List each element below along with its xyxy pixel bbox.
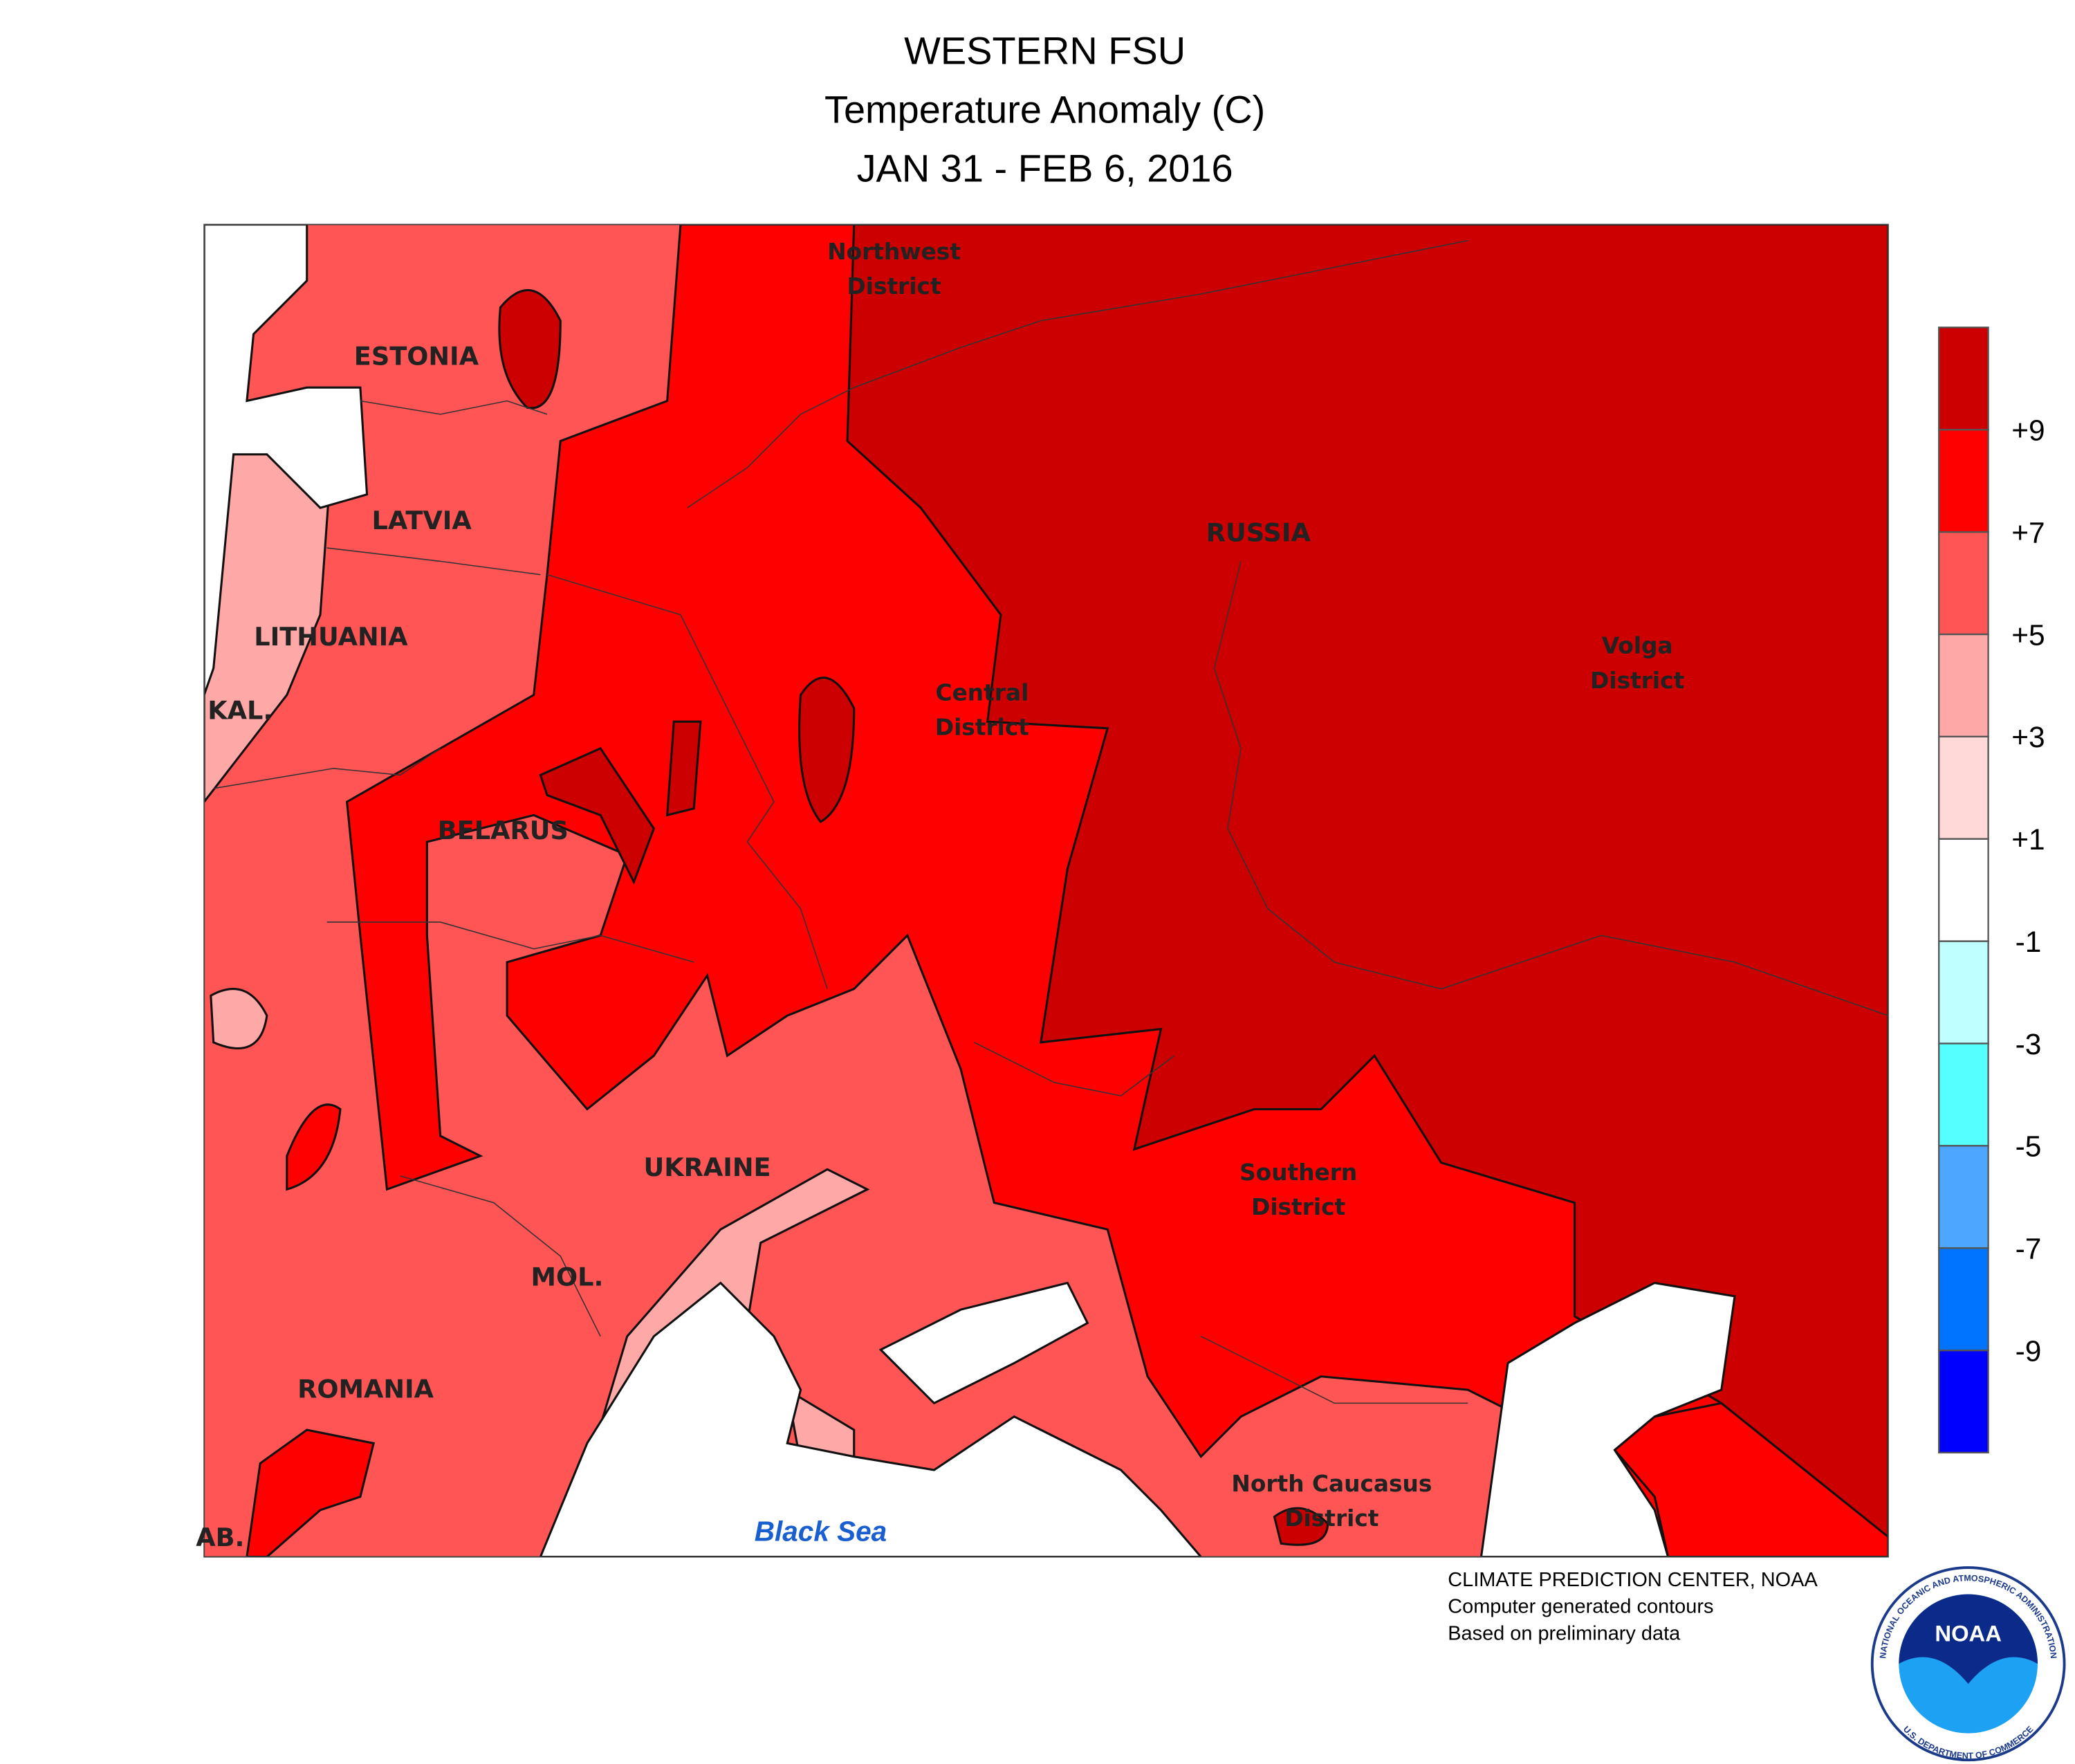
anomaly-3-5 bbox=[204, 426, 1150, 1538]
legend-label: -5 bbox=[2016, 1130, 2042, 1163]
map: ESTONIA LATVIA LITHUANIA KAL. BELARUS UK… bbox=[196, 223, 1889, 1558]
country-label: ROMANIA bbox=[297, 1375, 434, 1404]
district-label: Southern bbox=[1239, 1159, 1357, 1186]
legend-swatch bbox=[1938, 940, 1989, 1045]
district-label: District bbox=[847, 273, 941, 300]
noaa-logo: NOAA NATIONAL OCEANIC AND ATMOSPHERIC AD… bbox=[1870, 1566, 2066, 1762]
district-label: District bbox=[935, 714, 1029, 740]
district-label: Central bbox=[936, 679, 1029, 706]
legend-label: +7 bbox=[2011, 516, 2045, 549]
district-label: District bbox=[1590, 668, 1684, 694]
legend-swatch bbox=[1938, 633, 1989, 737]
legend-swatch bbox=[1938, 429, 1989, 533]
logo-text: NOAA bbox=[1935, 1620, 2002, 1646]
legend-swatch bbox=[1938, 838, 1989, 942]
footer-line: Based on preliminary data bbox=[1448, 1622, 1681, 1644]
footer-line: Computer generated contours bbox=[1448, 1596, 1713, 1618]
legend-label: -7 bbox=[2016, 1233, 2042, 1265]
country-label: RUSSIA bbox=[1206, 517, 1311, 547]
country-label: KAL. bbox=[208, 695, 273, 725]
country-label: ESTONIA bbox=[354, 341, 479, 371]
country-label: MOL. bbox=[531, 1262, 603, 1292]
anomaly-above-9 bbox=[498, 224, 1888, 1546]
legend-swatch bbox=[1938, 1247, 1989, 1352]
legend-swatch bbox=[1938, 327, 1989, 431]
borders bbox=[213, 239, 1888, 1404]
legend-label: -1 bbox=[2016, 926, 2042, 958]
sea bbox=[204, 224, 1736, 1557]
legend-swatch bbox=[1938, 531, 1989, 636]
legend-label: +1 bbox=[2011, 823, 2045, 856]
district-label: Northwest bbox=[827, 239, 961, 265]
district-label: Volga bbox=[1602, 633, 1673, 659]
country-label: AB. bbox=[196, 1523, 244, 1552]
sea-label: Black Sea bbox=[755, 1515, 887, 1547]
district-label: District bbox=[1251, 1194, 1345, 1220]
legend: -9 -7 -5 -3 -1 +1 +3 +5 +7 +9 bbox=[1938, 327, 2045, 1454]
legend-label: -9 bbox=[2016, 1334, 2042, 1367]
map-frame bbox=[203, 223, 1889, 1558]
district-label: District bbox=[1284, 1505, 1378, 1532]
legend-swatch bbox=[1938, 1042, 1989, 1147]
legend-swatch bbox=[1938, 1145, 1989, 1249]
date-range: JAN 31 - FEB 6, 2016 bbox=[857, 147, 1233, 190]
title: WESTERN FSU bbox=[904, 29, 1186, 73]
country-label: LITHUANIA bbox=[254, 622, 408, 652]
country-label: LATVIA bbox=[372, 506, 472, 535]
legend-label: +3 bbox=[2011, 721, 2045, 753]
subtitle: Temperature Anomaly (C) bbox=[824, 88, 1265, 131]
footer-line: CLIMATE PREDICTION CENTER, NOAA bbox=[1448, 1569, 1818, 1591]
country-label: BELARUS bbox=[438, 816, 569, 845]
district-label: North Caucasus bbox=[1231, 1471, 1432, 1497]
legend-label: +9 bbox=[2011, 414, 2045, 447]
legend-label: -3 bbox=[2016, 1028, 2042, 1060]
legend-label: +5 bbox=[2011, 618, 2045, 651]
legend-swatch bbox=[1938, 735, 1989, 840]
country-label: UKRAINE bbox=[643, 1152, 771, 1182]
legend-swatch bbox=[1938, 1349, 1989, 1454]
